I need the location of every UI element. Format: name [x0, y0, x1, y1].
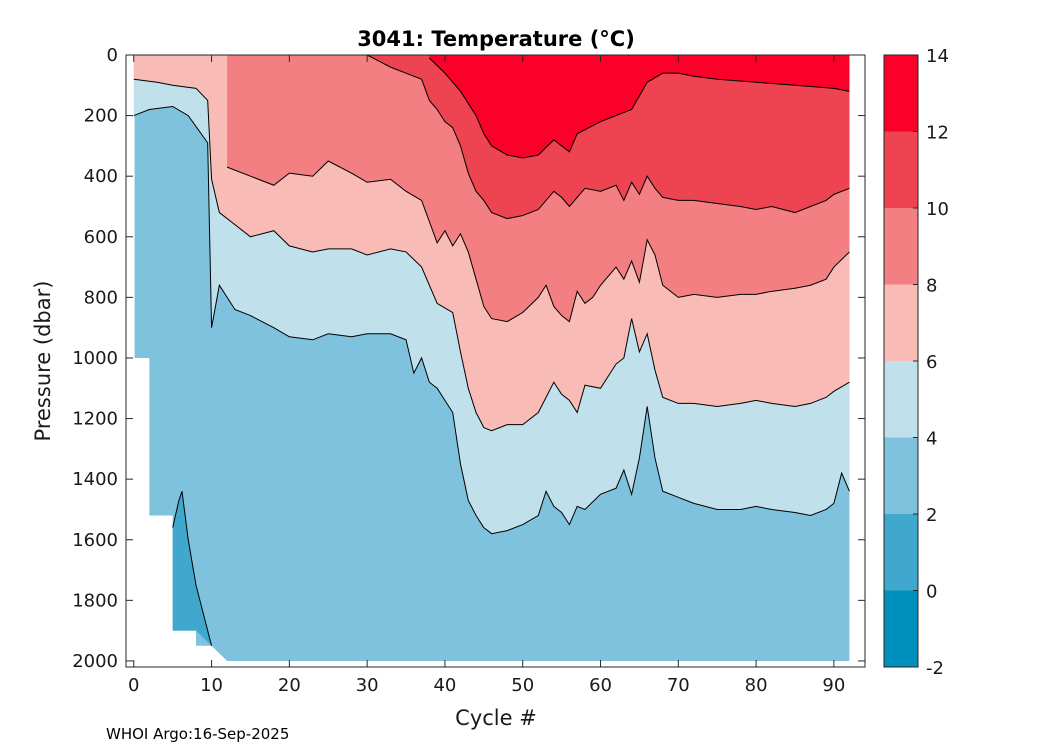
- x-tick-label: 10: [200, 675, 223, 696]
- plot-area: [133, 55, 850, 661]
- band-12-to-14: [429, 55, 850, 159]
- colorbar-tick-label: -2: [926, 658, 944, 679]
- x-tick-label: 70: [667, 675, 690, 696]
- y-tick-label: 200: [84, 106, 118, 127]
- y-tick-label: 2000: [72, 651, 118, 672]
- x-tick-label: 90: [822, 675, 845, 696]
- contour-line-10: [366, 55, 850, 220]
- colorbar-swatch: [884, 208, 918, 285]
- x-tick-label: 80: [745, 675, 768, 696]
- y-tick-label: 600: [84, 227, 118, 248]
- contour-line-6: [133, 78, 850, 432]
- colorbar-tick-label: 8: [926, 276, 937, 297]
- footer-credit: WHOI Argo:16-Sep-2025: [106, 725, 290, 743]
- colorbar-tick-label: 14: [926, 46, 949, 67]
- x-tick-label: 40: [433, 675, 456, 696]
- y-tick-label: 1400: [72, 469, 118, 490]
- y-tick-label: 1800: [72, 590, 118, 611]
- colorbar-swatch: [884, 131, 918, 208]
- colorbar-tick-label: 4: [926, 429, 937, 450]
- x-axis-label: Cycle #: [455, 706, 537, 730]
- x-axis: 0 10 20 30 40 50 60 70 80 90: [128, 55, 845, 696]
- contour-line-2: [172, 491, 213, 646]
- y-tick-label: 400: [84, 166, 118, 187]
- x-tick-label: 20: [278, 675, 301, 696]
- colorbar-tick-label: 2: [926, 505, 937, 526]
- colorbar-tick-label: 10: [926, 199, 949, 220]
- contour-line-4: [133, 105, 850, 535]
- colorbar-swatch: [884, 514, 918, 591]
- x-tick-label: 0: [128, 675, 139, 696]
- colorbar-tick-label: 0: [926, 582, 937, 603]
- y-tick-label: 1600: [72, 530, 118, 551]
- chart-title: 3041: Temperature (°C): [357, 27, 635, 51]
- colorbar-swatch: [884, 590, 918, 667]
- colorbar-swatch: [884, 284, 918, 361]
- y-tick-label: 1000: [72, 348, 118, 369]
- contour-line-8: [226, 160, 850, 323]
- y-tick-label: 0: [107, 45, 118, 66]
- band-0-to-2: [172, 491, 212, 646]
- y-axis-label: Pressure (dbar): [31, 281, 55, 442]
- x-tick-label: 60: [589, 675, 612, 696]
- y-tick-label: 1200: [72, 409, 118, 430]
- colorbar-tick-label: 6: [926, 352, 937, 373]
- colorbar-swatch: [884, 437, 918, 514]
- colorbar: -2 0 2 4 6 8 10 12 14: [883, 46, 949, 679]
- colorbar-swatch: [884, 361, 918, 438]
- colorbar-swatch: [884, 55, 918, 132]
- contour-line-12: [429, 57, 850, 159]
- x-tick-label: 30: [356, 675, 379, 696]
- x-tick-label: 50: [511, 675, 534, 696]
- plot-frame: [125, 54, 866, 668]
- y-tick-label: 800: [84, 287, 118, 308]
- y-axis: 0 200 400 600 800 1000 1200 1400 1600 1800 2000: [72, 45, 865, 672]
- colorbar-tick-label: 12: [926, 123, 949, 144]
